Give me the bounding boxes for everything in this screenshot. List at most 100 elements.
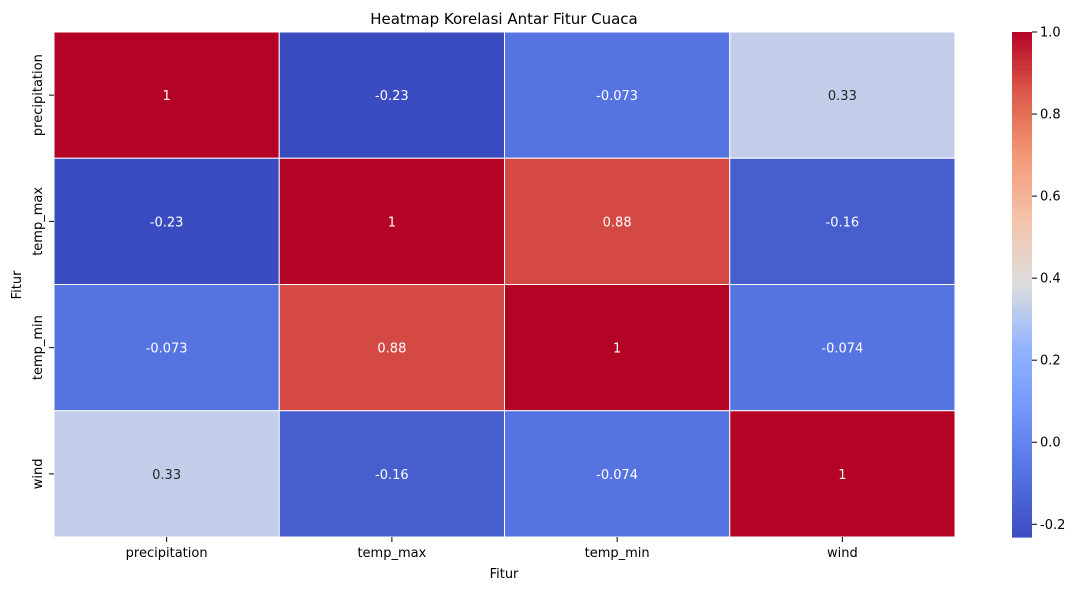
colorbar-segment bbox=[1012, 36, 1032, 42]
colorbar-segment bbox=[1012, 284, 1032, 290]
colorbar-segment bbox=[1012, 246, 1032, 252]
heatmap-cell-labels: 1 -0.23 -0.073 0.33 -0.23 1 0.88 -0.16 -0.073 0.8… bbox=[146, 89, 864, 483]
colorbar-segment bbox=[1012, 444, 1032, 450]
colorbar-segment bbox=[1012, 32, 1032, 37]
colorbar-segment bbox=[1012, 40, 1032, 46]
colorbar-segment bbox=[1012, 448, 1032, 454]
colorbar-segment bbox=[1012, 423, 1032, 429]
heatmap-cell bbox=[53, 410, 280, 538]
cell-value-label: -0.16 bbox=[375, 468, 409, 483]
colorbar-segment bbox=[1012, 225, 1032, 231]
colorbar-segment bbox=[1012, 204, 1032, 210]
heatmap-cell bbox=[278, 410, 505, 538]
colorbar-segment bbox=[1012, 457, 1032, 462]
colorbar-segment bbox=[1012, 385, 1032, 391]
colorbar-segment bbox=[1012, 124, 1032, 130]
colorbar-segment bbox=[1012, 339, 1032, 345]
heatmap-cell bbox=[504, 31, 731, 159]
colorbar-segment bbox=[1012, 200, 1032, 206]
colorbar-segment bbox=[1012, 402, 1032, 408]
colorbar-segment bbox=[1012, 528, 1032, 534]
heatmap-cell bbox=[278, 157, 505, 285]
colorbar-segment bbox=[1012, 65, 1032, 71]
cell-value-label: -0.16 bbox=[826, 215, 860, 230]
colorbar-segment bbox=[1012, 440, 1032, 446]
cell-value-label: 1 bbox=[613, 342, 621, 357]
y-tick-label: temp_max bbox=[31, 187, 46, 256]
colorbar-segment bbox=[1012, 133, 1032, 138]
colorbar-segment bbox=[1012, 452, 1032, 458]
colorbar-segment bbox=[1012, 347, 1032, 353]
heatmap-cell bbox=[53, 31, 280, 159]
colorbar-segment bbox=[1012, 288, 1032, 294]
colorbar-segment bbox=[1012, 158, 1032, 164]
colorbar-segment bbox=[1012, 515, 1032, 521]
colorbar-segment bbox=[1012, 242, 1032, 248]
y-tick-label: temp_min bbox=[31, 315, 46, 380]
colorbar-segment bbox=[1012, 221, 1032, 227]
colorbar-segment bbox=[1012, 292, 1032, 298]
y-axis-label: Fitur bbox=[10, 270, 25, 299]
colorbar-segment bbox=[1012, 44, 1032, 50]
colorbar-segment bbox=[1012, 276, 1032, 281]
colorbar-segment bbox=[1012, 465, 1032, 471]
colorbar-segment bbox=[1012, 170, 1032, 176]
cell-value-label: -0.073 bbox=[146, 342, 188, 357]
colorbar-segment bbox=[1012, 393, 1032, 399]
colorbar-segment bbox=[1012, 330, 1032, 336]
colorbar-segment bbox=[1012, 175, 1032, 180]
cell-value-label: 1 bbox=[838, 468, 846, 483]
colorbar-segment bbox=[1012, 259, 1032, 265]
colorbar-segment bbox=[1012, 313, 1032, 319]
cell-value-label: 1 bbox=[162, 89, 170, 104]
colorbar-segment bbox=[1012, 183, 1032, 189]
colorbar-segment bbox=[1012, 343, 1032, 349]
cell-value-label: -0.23 bbox=[375, 89, 409, 104]
colorbar-segment bbox=[1012, 196, 1032, 201]
colorbar-segment bbox=[1012, 141, 1032, 147]
cell-value-label: -0.074 bbox=[821, 342, 863, 357]
colorbar-segment bbox=[1012, 414, 1032, 420]
colorbar-tick-label: 0.2 bbox=[1040, 354, 1061, 369]
colorbar-segment bbox=[1012, 217, 1032, 222]
colorbar-tick-label: 0.8 bbox=[1040, 108, 1061, 123]
colorbar-segment bbox=[1012, 381, 1032, 387]
colorbar-segment bbox=[1012, 116, 1032, 121]
colorbar-segment bbox=[1012, 82, 1032, 88]
colorbar-segment bbox=[1012, 238, 1032, 244]
colorbar-segment bbox=[1012, 78, 1032, 84]
colorbar-segment bbox=[1012, 351, 1032, 357]
colorbar-segment bbox=[1012, 532, 1032, 538]
colorbar-segment bbox=[1012, 61, 1032, 67]
colorbar-segment bbox=[1012, 419, 1032, 424]
colorbar-segment bbox=[1012, 271, 1032, 277]
colorbar-segment bbox=[1012, 208, 1032, 214]
colorbar-segment bbox=[1012, 234, 1032, 239]
heatmap-cells bbox=[53, 31, 956, 538]
colorbar-segment bbox=[1012, 301, 1032, 307]
colorbar-segment bbox=[1012, 90, 1032, 96]
colorbar-segment bbox=[1012, 212, 1032, 218]
colorbar-segment bbox=[1012, 436, 1032, 441]
x-tick-label: precipitation bbox=[126, 546, 208, 561]
colorbar-segment bbox=[1012, 95, 1032, 100]
x-tick-label: temp_max bbox=[357, 546, 426, 561]
cell-value-label: 0.33 bbox=[828, 89, 857, 104]
colorbar: -0.2 0.0 0.2 0.4 0.6 0.8 1.0 bbox=[1012, 26, 1065, 538]
colorbar-segment bbox=[1012, 461, 1032, 467]
colorbar-tick-label: 1.0 bbox=[1040, 26, 1061, 41]
colorbar-segment bbox=[1012, 406, 1032, 412]
cell-value-label: 0.88 bbox=[603, 215, 632, 230]
heatmap-cell bbox=[729, 410, 956, 538]
colorbar-segment bbox=[1012, 427, 1032, 433]
colorbar-segment bbox=[1012, 494, 1032, 500]
colorbar-segment bbox=[1012, 99, 1032, 105]
colorbar-segment bbox=[1012, 368, 1032, 374]
colorbar-segment bbox=[1012, 191, 1032, 197]
colorbar-segment bbox=[1012, 360, 1032, 366]
cell-value-label: -0.074 bbox=[596, 468, 638, 483]
heatmap-cell bbox=[504, 157, 731, 285]
colorbar-segment bbox=[1012, 187, 1032, 193]
colorbar-segment bbox=[1012, 53, 1032, 58]
colorbar-segment bbox=[1012, 120, 1032, 126]
